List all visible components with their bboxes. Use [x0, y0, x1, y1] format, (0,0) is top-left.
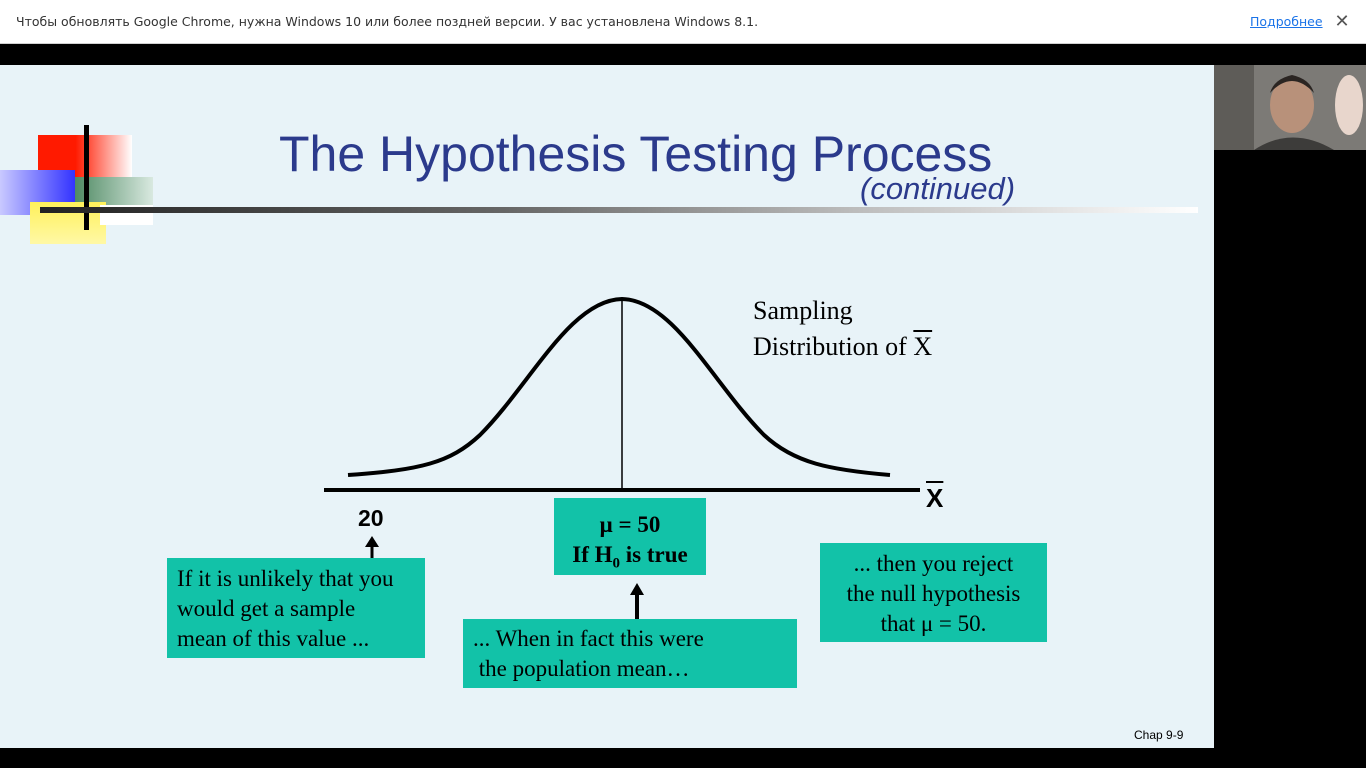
arrow-mu — [630, 583, 644, 619]
xbar-axis-symbol: X — [926, 483, 944, 513]
mu-box-suffix: is true — [620, 542, 688, 567]
mu-box-line1: μ = 50 — [599, 512, 661, 537]
sampling-label-prefix: Distribution of — [753, 332, 914, 361]
right-black-panel — [1214, 150, 1366, 748]
arrow-20 — [365, 536, 379, 558]
slide: The Hypothesis Testing Process (continue… — [0, 65, 1214, 748]
mid-box-line: ... When in fact this were — [473, 626, 704, 651]
right-callout-box: ... then you reject the null hypothesis … — [820, 543, 1047, 642]
chrome-update-infobar: Чтобы обновлять Google Chrome, нужна Win… — [0, 0, 1366, 44]
left-callout-box: If it is unlikely that you would get a s… — [167, 558, 425, 658]
slide-subtitle: (continued) — [860, 171, 1016, 206]
bottom-black-bar — [0, 748, 1366, 768]
mu-box-h: If H — [572, 542, 613, 567]
infobar-message: Чтобы обновлять Google Chrome, нужна Win… — [16, 14, 759, 29]
slide-footer: Chap 9-9 — [1134, 728, 1184, 742]
mid-box-line: the population mean… — [473, 656, 690, 681]
decor-vertical-bar — [84, 125, 89, 230]
sampling-label-line1: Sampling — [753, 296, 853, 325]
left-box-line: would get a sample — [177, 596, 356, 621]
left-box-line: If it is unlikely that you — [177, 566, 394, 591]
sampling-distribution-label: Sampling Distribution of X — [753, 293, 932, 365]
x-axis-label: X — [926, 483, 943, 514]
normal-curve-diagram — [324, 296, 920, 619]
mu-box-line2: If H0 is true — [554, 540, 706, 579]
right-box-line: ... then you reject — [853, 551, 1014, 576]
sampling-label-line2: Distribution of X — [753, 329, 932, 365]
webcam-thumbnail[interactable] — [1214, 65, 1366, 150]
infobar-more-link[interactable]: Подробнее — [1250, 14, 1323, 29]
person-video-icon — [1214, 65, 1366, 150]
value-20-label: 20 — [358, 505, 384, 531]
top-black-bar — [0, 44, 1366, 65]
right-box-line: that μ = 50. — [880, 611, 987, 636]
xbar-symbol: X — [913, 332, 933, 361]
slide-title: The Hypothesis Testing Process — [279, 126, 993, 182]
mu-box: μ = 50 If H0 is true — [554, 498, 706, 575]
right-box-line: the null hypothesis — [846, 581, 1021, 606]
mu-box-sub: 0 — [612, 555, 621, 572]
close-icon[interactable]: ✕ — [1334, 11, 1350, 31]
title-rule — [40, 207, 1198, 213]
middle-callout-box: ... When in fact this were the populatio… — [463, 619, 797, 688]
left-box-line: mean of this value ... — [177, 626, 370, 651]
